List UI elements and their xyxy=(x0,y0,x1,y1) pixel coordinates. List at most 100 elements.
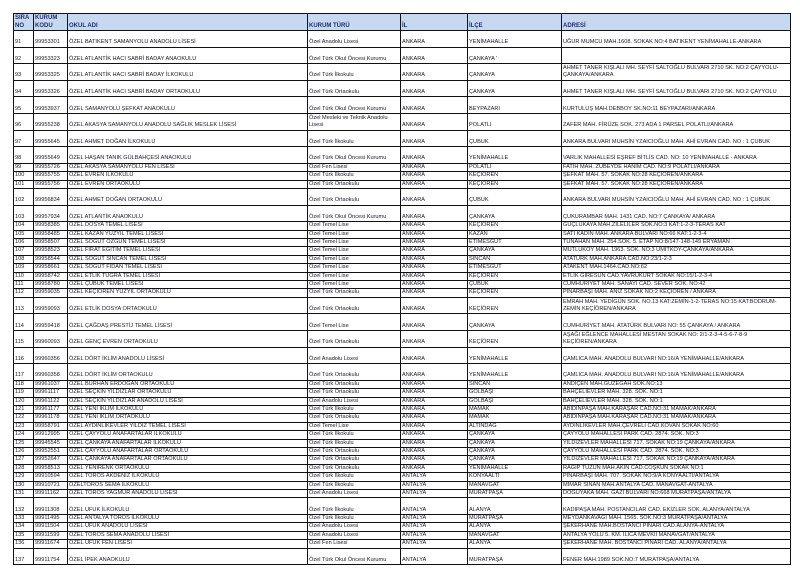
table-row: 129 99910594 ÖZEL TOROS AKDENİZ İLKOKULU Öz… xyxy=(13,472,791,482)
table-row: 111 99958780 ÖZEL ÇUBUK TEMEL LİSESİ Özel T… xyxy=(13,279,791,290)
table-row: 112 99959035 ÖZEL KEÇİÖREN YÜZYIL ORTAOKUL… xyxy=(13,288,791,298)
okul-adi-cell: ÖZEL SÖĞÜT SİNCAN TEMEL LİSESİ xyxy=(67,254,308,265)
table-row: 122 99961178 ÖZEL YENİ İKLİM ORTAOKULU Özel… xyxy=(13,413,791,423)
il-cell: ANKARA xyxy=(400,430,468,440)
table-row: 130 99910721 ÖZELTOROS SEMA İLKOKULU Özel T… xyxy=(13,480,791,491)
kurum-turu-cell: Özel Türk Ortaokulu xyxy=(307,379,401,390)
kurum-kodu-cell: 99958507 xyxy=(33,237,68,248)
kurum-turu-cell: Özel Türk Ortaokulu xyxy=(307,455,401,465)
table-row: 134 99911504 ÖZEL UFUK ANADOLU LİSESİ Özel … xyxy=(13,522,791,532)
kurum-turu-cell: Özel Fen Lisesi xyxy=(307,539,401,549)
adres-cell: YILDIZEVLER MAHALLESİ 717. SOKAK NO:19 Ç… xyxy=(561,438,791,449)
kurum-turu-cell: Özel Temel Lise xyxy=(307,421,401,432)
table-row: 116 99960356 ÖZEL DÖRT İKLİM ANADOLU LİSES… xyxy=(13,346,791,365)
kurum-kodu-cell: 99957934 xyxy=(33,204,68,223)
kurum-kodu-cell: 99953325 xyxy=(33,63,68,81)
adres-cell: FENER MAH.1989 SOK.NO:7 MURATPAŞA/ANTALY… xyxy=(561,547,791,566)
adres-cell: ŞEFKAT MAH. 57. SOKAK NO:28 KEÇİÖREN/ANK… xyxy=(561,171,791,181)
okul-adi-cell: ÖZEL ATLANTİK HACI SABRİ BADAY ORTAOKULU xyxy=(67,79,308,98)
adres-cell: ANKARA BULVARI MUHSİN YZAICIOĞLU MAH. AH… xyxy=(561,187,791,206)
adres-cell: ŞEKERHANE MAH.BOSTANCI PINARI CAD.ALANYA… xyxy=(561,522,791,532)
kurum-turu-cell: Özel Türk Ortaokulu xyxy=(307,330,401,348)
il-cell: ANKARA xyxy=(400,63,468,81)
kurum-turu-cell: Özel Türk Ortaokulu xyxy=(307,447,401,457)
header-ilce: İLÇE xyxy=(467,13,562,31)
ilce-cell: MAMAK xyxy=(467,413,562,423)
il-cell: ANKARA xyxy=(400,30,468,48)
adres-cell: ŞEKERHANE MAH. BOSTANCI PINARI CAD. ALAN… xyxy=(561,539,791,549)
okul-adi-cell: ÖZEL İPEK ANAOKULU xyxy=(67,547,308,566)
kurum-kodu-cell: 99911754 xyxy=(33,547,68,566)
il-cell: ANTALYA xyxy=(400,547,468,566)
ilce-cell: YENİMAHALLE xyxy=(467,30,562,48)
adres-cell: ANDİÇEN MAH.GÜZEGAH SOK.NO:13 xyxy=(561,379,791,390)
il-cell: ANKARA xyxy=(400,271,468,282)
adres-cell: BAHÇELİEVLER MAH. 328. SOK. NO:1 xyxy=(561,396,791,407)
kurum-kodu-cell: 99953323 xyxy=(33,46,68,65)
okul-adi-cell: ÖZEL YENİ İKLİM ORTAOKULU xyxy=(67,413,308,423)
table-row: 123 99958791 ÖZEL AYDINLIKEVLER YILDIZ TEM… xyxy=(13,421,791,432)
il-cell: ANKARA xyxy=(400,79,468,98)
il-cell: ANKARA xyxy=(400,413,468,423)
sira-no-cell: 106 xyxy=(13,237,34,248)
okul-adi-cell: ÖZEL AHMET DOĞAN İLKOKULU xyxy=(67,129,308,148)
sira-no-cell: 131 xyxy=(13,489,34,499)
ilce-cell: ÇUBUK xyxy=(467,129,562,148)
sira-no-cell: 94 xyxy=(13,79,34,98)
kurum-kodu-cell: 99911599 xyxy=(33,530,68,541)
kurum-kodu-cell: 99955645 xyxy=(33,129,68,148)
ilce-cell: ALTINDAĞ xyxy=(467,421,562,432)
table-row: 114 99959418 ÖZEL ÇAĞDAŞ PRESTİJ TEMEL LİS… xyxy=(13,313,791,331)
il-cell: ANKARA xyxy=(400,421,468,432)
ilce-cell: MAMAK xyxy=(467,404,562,415)
adres-cell: PINARBAŞI MAH. ANIZ SOKAK NO:2 KEÇİÖREN … xyxy=(561,288,791,298)
ilce-cell: YENİMAHALLE xyxy=(467,346,562,365)
table-row: 121 99961177 ÖZEL YENİ İKLİM İLKOKULU Özel … xyxy=(13,404,791,415)
adres-cell: BAHÇELİEVLER MAH. 328. SOK. NO:1 xyxy=(561,388,791,398)
kurum-kodu-cell: 99911162 xyxy=(33,489,68,499)
adres-cell: AHMET TANER KIŞLALI MH. SEYFİ SALTOĞLU B… xyxy=(561,79,791,98)
adres-cell: ATAKENT MAH.1464.CAD.NO:62 xyxy=(561,263,791,273)
kurum-kodu-cell: 99961177 xyxy=(33,404,68,415)
ilce-cell: ÇANKAYA xyxy=(467,313,562,331)
kurum-kodu-cell: 99959418 xyxy=(33,313,68,331)
table-row: 136 99911674 ÖZEL UFUK FEN LİSESİ Özel Fen … xyxy=(13,539,791,549)
sira-no-cell: 97 xyxy=(13,129,34,148)
kurum-turu-cell: Özel Türk İlkokulu xyxy=(307,438,401,449)
kurum-turu-cell: Özel Temel Lise xyxy=(307,229,401,239)
il-cell: ANKARA xyxy=(400,313,468,331)
kurum-kodu-cell: 99958544 xyxy=(33,254,68,265)
ilce-cell: ÇUBUK xyxy=(467,187,562,206)
kurum-turu-cell: Özel Türk Okul Öncesi Kurumu xyxy=(307,146,401,164)
table-row: 102 99956834 ÖZEL AHMET DOĞAN ORTAOKULU Öze… xyxy=(13,187,791,206)
il-cell: ANKARA xyxy=(400,187,468,206)
kurum-turu-cell: Özel Türk Ortaokulu xyxy=(307,463,401,474)
kurum-kodu-cell: 99952647 xyxy=(33,455,68,465)
okul-adi-cell: ÖZEL SÖĞÜT FİDAN TEMEL LİSESİ xyxy=(67,263,308,273)
ilce-cell: ÇUBUK xyxy=(467,279,562,290)
adres-cell: KADIPAŞA MAH. POSTANCILAR CAD. EKİZLER S… xyxy=(561,497,791,516)
il-cell: ANKARA xyxy=(400,396,468,407)
table-row: 124 99912995 ÖZEL ÇAYYOLU ANAFARTALAR İLKO… xyxy=(13,430,791,440)
table-row: 105 99958485 ÖZEL KAZAN YÜZYIL TEMEL LİSES… xyxy=(13,229,791,239)
ilce-cell: KEÇİÖREN xyxy=(467,171,562,181)
il-cell: ANTALYA xyxy=(400,530,468,541)
kurum-kodu-cell: 99912995 xyxy=(33,430,68,440)
adres-cell: ÇAYYOLU MAHALLESİ PARK CAD. 2874. SOK. N… xyxy=(561,430,791,440)
sira-no-cell: 122 xyxy=(13,413,34,423)
kurum-kodu-cell: 99911495 xyxy=(33,514,68,524)
okul-adi-cell: ÖZEL ETLİK TUĞRA TEMEL LİSESİ xyxy=(67,271,308,282)
kurum-turu-cell: Özel Türk Okul Öncesi Kurumu xyxy=(307,46,401,65)
ilce-cell: ÇANKAYA xyxy=(467,79,562,98)
table-body: 91 99953301 ÖZEL BATIKENT SAMANYOLU ANADOL… xyxy=(13,30,791,566)
il-cell: ANKARA xyxy=(400,254,468,265)
okul-adi-cell: ÖZEL DÖRT İKLİM ORTAOKULU xyxy=(67,363,308,381)
okul-adi-cell: ÖZEL UFUK ANADOLU LİSESİ xyxy=(67,522,308,532)
sira-no-cell: 103 xyxy=(13,204,34,223)
okul-adi-cell: ÖZEL BATIKENT SAMANYOLU ANADOLU LİSESİ xyxy=(67,30,308,48)
kurum-turu-cell: Özel Türk İlkokulu xyxy=(307,430,401,440)
kurum-turu-cell: Özel Türk Ortaokulu xyxy=(307,296,401,315)
table-row: 91 99953301 ÖZEL BATIKENT SAMANYOLU ANADOL… xyxy=(13,30,791,48)
adres-cell: EMRAH MAH. YEDİGÜN SOK. NO.13 KAT:ZEMİN-… xyxy=(561,296,791,315)
table-row: 126 99952551 ÖZEL ÇAYYOLU ANAFARTALAR ORTA… xyxy=(13,447,791,457)
